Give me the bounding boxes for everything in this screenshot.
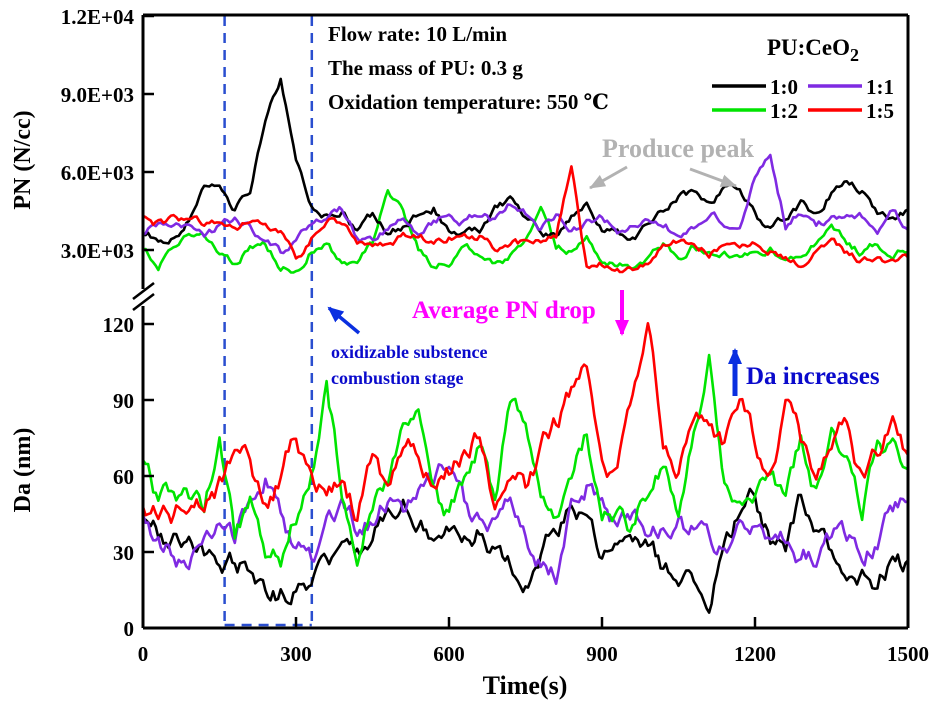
x-tick-label: 900 [586,642,618,666]
produce-peak-arrow-right [689,167,737,188]
legend-label-1:1: 1:1 [866,75,894,99]
da-series-1:5 [144,322,908,524]
da-series-1:2 [144,353,908,568]
legend-label-1:5: 1:5 [866,99,894,123]
da-axis-title: Da (nm) [10,428,36,513]
info-pu-mass: The mass of PU: 0.3 g [328,56,523,80]
da-tick-label: 60 [113,465,134,489]
pn-tick-label: 1.2E+04 [61,5,135,29]
x-tick-label: 300 [280,642,312,666]
combustion-stage-arrow [327,306,361,335]
info-flow-rate: Flow rate: 10 L/min [328,22,507,46]
pn-tick-label: 3.0E+03 [61,239,134,263]
da-series-1:0 [144,487,908,614]
da-increases-label: Da increases [746,363,880,390]
da-tick-label: 120 [103,313,135,337]
da-tick-label: 0 [124,617,135,641]
tick-marks [141,14,910,630]
x-tick-label: 600 [433,642,465,666]
x-tick-label: 1500 [887,642,929,666]
legend-label-1:2: 1:2 [770,99,798,123]
pn-series-1:0 [144,77,908,245]
time-axis-title: Time(s) [483,671,568,700]
axis-break-symbol [132,281,155,312]
pn-series-group [144,77,908,274]
oxidizable-label-line1: oxidizable substence [331,342,488,362]
x-tick-label: 1200 [734,642,776,666]
pn-series-1:5 [144,165,908,274]
legend-title: PU:CeO2 [767,35,859,65]
axis-frame [141,13,910,630]
x-tick-label: 0 [138,642,149,666]
legend: 1:0 1:1 1:2 1:5 [712,75,894,123]
da-tick-label: 90 [113,389,134,413]
pn-series-1:1 [144,153,908,255]
average-pn-drop-label: Average PN drop [412,297,596,324]
oxidizable-label-line2: combustion stage [331,368,464,388]
da-series-1:1 [144,463,908,585]
produce-peak-arrow-left [589,165,628,190]
combustion-stage-region [223,16,314,627]
pn-axis-title: PN (N/cc) [10,110,36,209]
pn-tick-label: 9.0E+03 [61,83,134,107]
legend-label-1:0: 1:0 [770,75,798,99]
info-oxidation-temp: Oxidation temperature: 550 ℃ [328,90,609,114]
produce-peak-label: Produce peak [602,134,754,163]
da-series-group [144,322,908,614]
da-tick-label: 30 [113,541,134,565]
pn-tick-label: 6.0E+03 [61,161,134,185]
